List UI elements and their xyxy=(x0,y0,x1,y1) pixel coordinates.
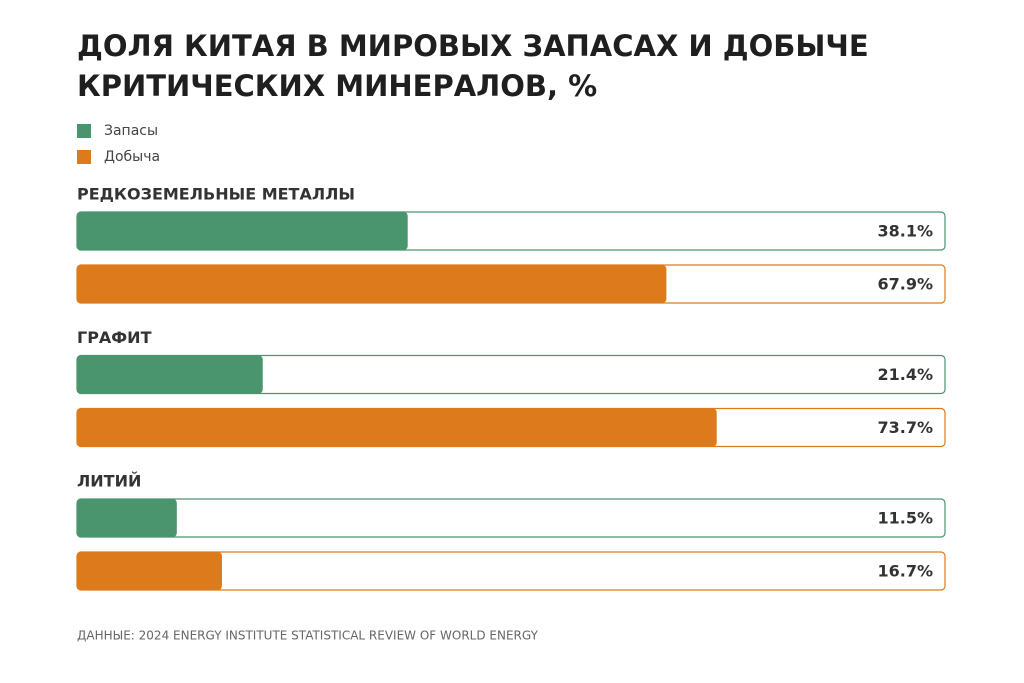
bar xyxy=(77,265,667,303)
bar xyxy=(77,355,263,394)
value-label: 16.7% xyxy=(877,562,933,581)
bar xyxy=(77,212,408,250)
legend-swatch xyxy=(77,124,91,138)
value-label: 67.9% xyxy=(877,275,933,294)
category-label: РЕДКОЗЕМЕЛЬНЫЕ МЕТАЛЛЫ xyxy=(77,185,355,204)
value-label: 38.1% xyxy=(877,222,933,241)
chart-title: ДОЛЯ КИТАЯ В МИРОВЫХ ЗАПАСАХ И ДОБЫЧЕ xyxy=(77,29,869,63)
category-label: ГРАФИТ xyxy=(77,328,152,347)
legend-label: Добыча xyxy=(104,149,160,165)
value-label: 73.7% xyxy=(877,418,933,437)
value-label: 11.5% xyxy=(877,509,933,528)
bar xyxy=(77,499,177,537)
value-label: 21.4% xyxy=(877,365,933,384)
category-label: ЛИТИЙ xyxy=(77,472,141,491)
bar xyxy=(77,552,222,590)
bar-track xyxy=(76,498,946,538)
legend-label: Запасы xyxy=(104,123,158,139)
bar xyxy=(77,408,717,447)
source-note: ДАННЫЕ: 2024 ENERGY INSTITUTE STATISTICA… xyxy=(77,629,539,643)
chart-title: КРИТИЧЕСКИХ МИНЕРАЛОВ, % xyxy=(77,69,597,103)
legend-swatch xyxy=(77,150,91,164)
